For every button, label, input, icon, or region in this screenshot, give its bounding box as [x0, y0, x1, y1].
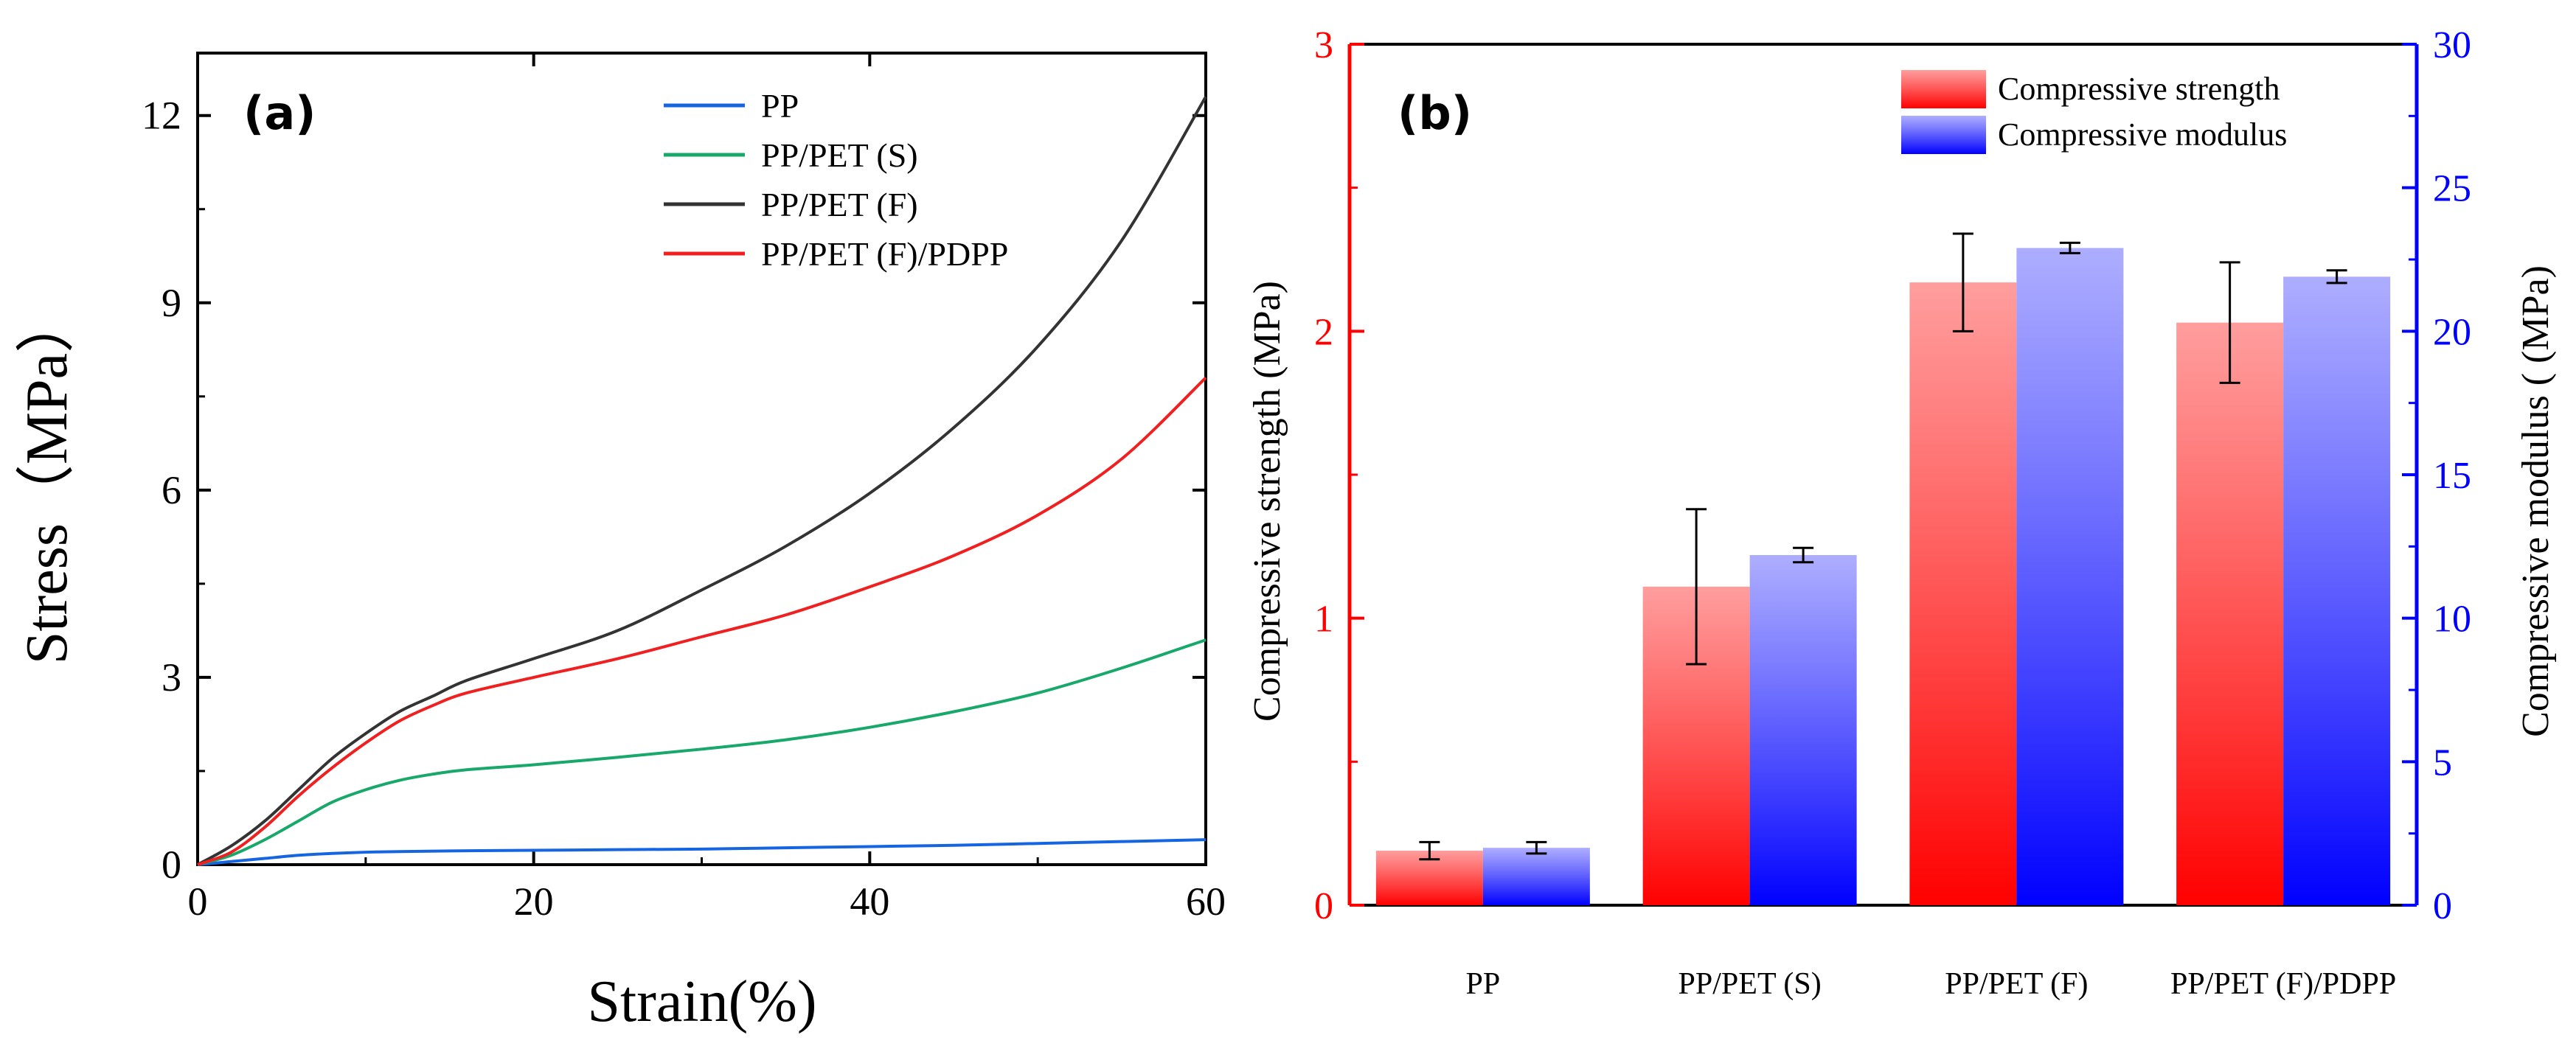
panel-a-y-tick-label: 6	[162, 468, 181, 512]
bar-modulus-pp	[1482, 848, 1590, 905]
panel-b-right-tick-label: 25	[2433, 168, 2471, 210]
panel-a-legend: PP PP/PET (S) PP/PET (F) PP/PET (F)/PDPP	[664, 87, 1008, 273]
panel-b-right-tick-label: 0	[2433, 885, 2452, 927]
panel-b-left-tick-label: 1	[1314, 599, 1333, 641]
bar-modulus-pp-pet-f-pdpp	[2283, 276, 2391, 905]
panel-a-x-axis-title: Strain(%)	[587, 969, 816, 1034]
panel-b-right-tick-label: 30	[2433, 24, 2471, 66]
panel-b-bar-chart: (b) Compressive strength (MPa) Compressi…	[1246, 24, 2557, 1001]
series-line-pp-pet-f	[197, 96, 1207, 866]
panel-a-plot-frame	[196, 52, 1207, 866]
panel-b-label: (b)	[1398, 86, 1472, 140]
legend-swatch-compressive-modulus	[1901, 116, 1986, 154]
category-label-pp-pet-f: PP/PET (F)	[1945, 967, 2088, 1001]
category-label-pp-pet-s: PP/PET (S)	[1678, 967, 1822, 1001]
panel-a-label: (a)	[243, 86, 316, 140]
panel-b-right-tick-label: 10	[2433, 599, 2471, 641]
legend-swatch-compressive-strength	[1901, 70, 1986, 108]
series-line-pp-pet-f-pdpp	[197, 376, 1207, 866]
panel-a-y-tick-label: 12	[142, 94, 181, 138]
panel-a-y-tick-label: 3	[162, 655, 181, 700]
bar-modulus-pp-pet-f	[2016, 248, 2124, 906]
legend-label-compressive-strength: Compressive strength	[1998, 71, 2280, 107]
panel-b-right-tick-label: 5	[2433, 742, 2452, 784]
panel-a-y-tick-label: 9	[162, 281, 181, 325]
panel-a-x-tick-label: 0	[188, 879, 208, 924]
legend-label-pp-pet-f: PP/PET (F)	[761, 186, 918, 223]
panel-a-x-tick-label: 40	[850, 879, 889, 924]
panel-b-left-tick-label: 3	[1314, 24, 1333, 66]
panel-b-left-axis-title: Compressive strength (MPa)	[1246, 281, 1288, 722]
legend-label-compressive-modulus: Compressive modulus	[1998, 116, 2287, 153]
panel-b-right-tick-label: 15	[2433, 455, 2471, 497]
panel-a-y-tick-label: 0	[162, 843, 181, 887]
legend-label-pp-pet-f-pdpp: PP/PET (F)/PDPP	[761, 235, 1008, 273]
panel-a-x-tick-label: 20	[514, 879, 554, 924]
legend-label-pp: PP	[761, 87, 799, 125]
series-line-pp-pet-s	[197, 638, 1207, 866]
series-line-pp	[197, 838, 1207, 866]
panel-b-left-tick-label: 2	[1314, 311, 1333, 353]
category-label-pp-pet-f-pdpp: PP/PET (F)/PDPP	[2170, 967, 2396, 1001]
panel-b-left-tick-label: 0	[1314, 885, 1333, 927]
bar-modulus-pp-pet-s	[1749, 555, 1857, 905]
panel-b-right-tick-label: 20	[2433, 311, 2471, 353]
category-label-pp: PP	[1466, 967, 1501, 1001]
bar-strength-pp-pet-f-pdpp	[2176, 322, 2284, 905]
panel-b-legend: Compressive strength Compressive modulus	[1901, 70, 2287, 154]
panel-a-line-chart: (a) Strain(%) Stress（MPa） 0 20 40 60036912 …	[15, 52, 1226, 1034]
panel-a-y-axis-title: Stress（MPa）	[15, 294, 80, 664]
panel-a-x-tick-label: 60	[1186, 879, 1226, 924]
bar-strength-pp-pet-f	[1909, 282, 2017, 905]
panel-b-right-axis-title: Compressive modulus ( (MPa)	[2515, 265, 2557, 737]
legend-label-pp-pet-s: PP/PET (S)	[761, 136, 918, 174]
